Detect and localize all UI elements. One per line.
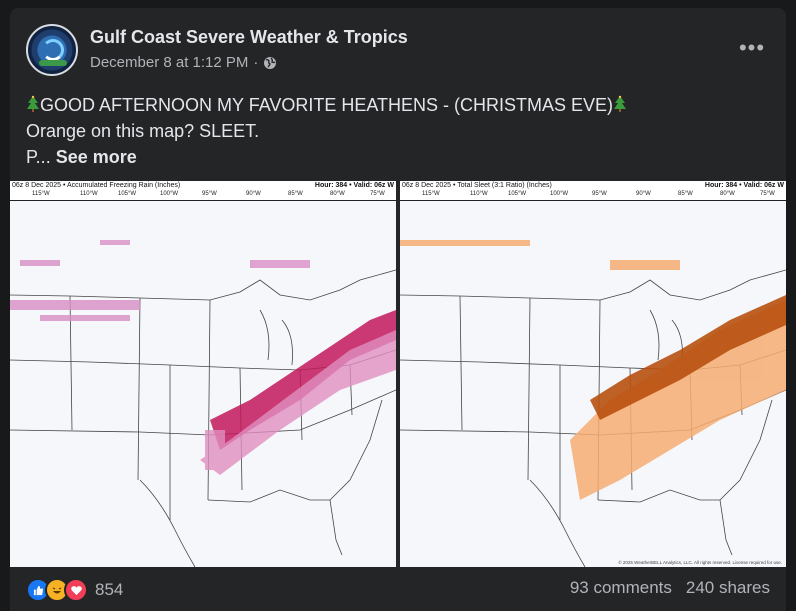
map-title: 06z 8 Dec 2025 • Total Sleet (3:1 Ratio)… [402,182,552,189]
sleet-light-overlay [400,240,786,500]
map-header: 06z 8 Dec 2025 • Total Sleet (3:1 Ratio)… [400,181,786,191]
map-title: 06z 8 Dec 2025 • Accumulated Freezing Ra… [12,182,181,189]
lon-label: 100°W [550,191,569,197]
us-map-graphic [400,240,786,567]
meta-separator: · [253,54,259,71]
freezing-rain-overlay [10,240,310,321]
lon-label: 110°W [80,191,98,197]
post-line-2: Orange on this map? SLEET. [26,121,260,141]
reactions-summary[interactable]: 854 [26,578,123,602]
longitude-labels: 115°W 110°W 105°W 100°W 95°W 90°W 85°W 8… [400,191,786,201]
sleet-map[interactable]: 06z 8 Dec 2025 • Total Sleet (3:1 Ratio)… [400,181,786,567]
lon-label: 115°W [32,191,50,197]
post-meta: December 8 at 1:12 PM · [90,54,277,71]
lon-label: 80°W [720,191,735,197]
hurricane-logo-icon [42,39,64,61]
post-timestamp[interactable]: December 8 at 1:12 PM [90,54,249,71]
freezing-rain-map[interactable]: 06z 8 Dec 2025 • Accumulated Freezing Ra… [10,181,396,567]
post-stats: 93 comments 240 shares [570,578,770,598]
lon-label: 75°W [370,191,385,197]
lon-label: 105°W [118,191,137,197]
avatar[interactable] [26,24,78,76]
lon-label: 75°W [760,191,775,197]
lon-label: 90°W [636,191,651,197]
lon-label: 80°W [330,191,345,197]
lon-label: 85°W [288,191,303,197]
post-line-1: GOOD AFTERNOON MY FAVORITE HEATHENS - (C… [26,92,770,118]
lon-label: 115°W [422,191,440,197]
map-valid-time: Hour: 384 • Valid: 06z W [704,182,784,189]
map-copyright: © 2025 WeatherBELL Analytics, LLC. All r… [618,560,782,565]
post-text: GOOD AFTERNOON MY FAVORITE HEATHENS - (C… [26,92,770,170]
leaf-icon [39,60,67,66]
lon-label: 85°W [678,191,693,197]
page-name[interactable]: Gulf Coast Severe Weather & Tropics [90,27,408,47]
post-line-3-text: P... [26,147,51,167]
post-line-1-text: GOOD AFTERNOON MY FAVORITE HEATHENS - (C… [40,95,614,115]
longitude-labels: 115°W 110°W 105°W 100°W 95°W 90°W 85°W 8… [10,191,396,201]
comments-count[interactable]: 93 comments [569,578,672,597]
lon-label: 90°W [246,191,261,197]
post-images: 06z 8 Dec 2025 • Accumulated Freezing Ra… [10,181,786,567]
lon-label: 95°W [592,191,607,197]
christmas-tree-icon [27,95,39,112]
map-valid-time: Hour: 384 • Valid: 06z W [314,182,394,189]
lon-label: 110°W [470,191,488,197]
reaction-count: 854 [95,580,124,599]
globe-icon [264,56,277,69]
map-header: 06z 8 Dec 2025 • Accumulated Freezing Ra… [10,181,396,191]
sleet-band [590,295,786,420]
freezing-rain-band [210,310,396,450]
engagement-bar: 854 93 comments 240 shares [26,578,770,602]
love-icon [64,578,88,602]
post-card: Gulf Coast Severe Weather & Tropics Dece… [10,8,786,611]
lon-label: 100°W [160,191,179,197]
more-options-button[interactable]: ••• [738,35,766,60]
post-line-3: P... See more [26,144,770,170]
us-map-graphic [10,240,396,567]
christmas-tree-icon [614,95,627,112]
shares-count[interactable]: 240 shares [685,578,770,597]
see-more-link[interactable]: See more [55,147,137,167]
post-header: Gulf Coast Severe Weather & Tropics Dece… [26,24,770,78]
lon-label: 105°W [508,191,527,197]
lon-label: 95°W [202,191,217,197]
